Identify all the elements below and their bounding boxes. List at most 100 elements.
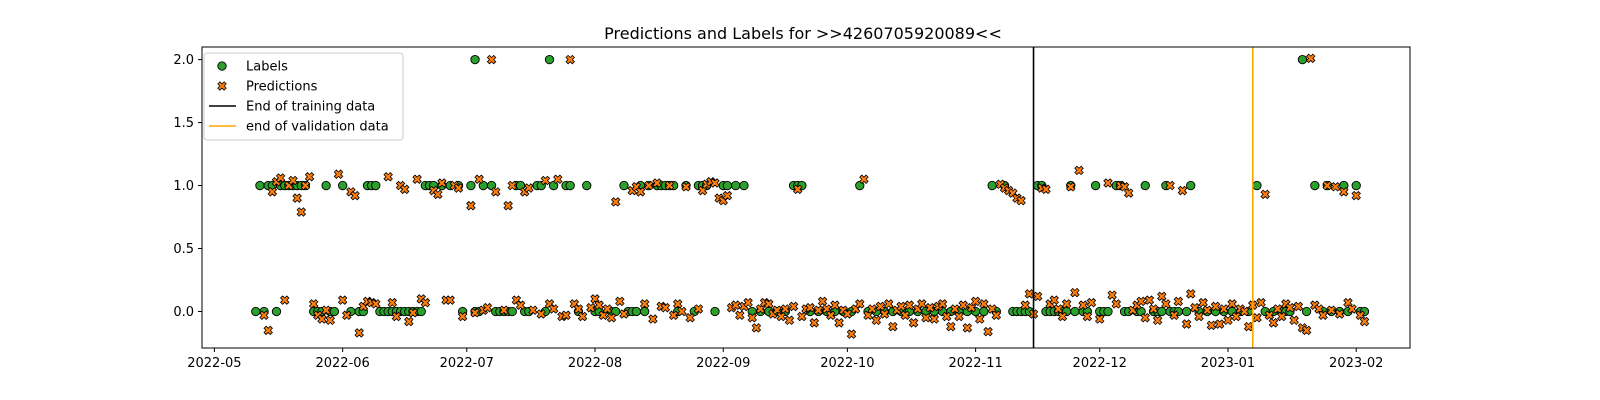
prediction-point xyxy=(1169,310,1179,321)
prediction-point xyxy=(412,174,422,185)
label-point xyxy=(466,180,476,191)
prediction-point xyxy=(743,297,753,308)
prediction-point xyxy=(490,187,501,197)
prediction-point xyxy=(693,304,704,314)
prediction-point xyxy=(1260,189,1270,200)
prediction-point xyxy=(1243,321,1254,332)
prediction-point xyxy=(300,180,311,191)
legend-predictions-marker xyxy=(217,81,227,91)
label-point xyxy=(987,180,997,191)
prediction-point xyxy=(370,299,381,309)
prediction-point xyxy=(946,321,956,332)
prediction-point xyxy=(1239,306,1250,317)
prediction-point xyxy=(950,304,960,314)
prediction-point xyxy=(267,187,278,197)
label-point xyxy=(1140,180,1150,191)
label-point xyxy=(619,180,629,191)
label-point xyxy=(640,306,650,317)
prediction-point xyxy=(1231,311,1242,322)
prediction-point xyxy=(830,300,840,310)
prediction-point xyxy=(1301,325,1312,336)
prediction-point xyxy=(383,171,393,182)
prediction-point xyxy=(619,309,629,319)
x-tick-label: 2022-06 xyxy=(315,356,369,371)
prediction-point xyxy=(1194,311,1204,322)
prediction-point xyxy=(259,310,269,321)
prediction-point xyxy=(1103,178,1113,188)
prediction-point xyxy=(1227,299,1237,309)
prediction-point xyxy=(1066,182,1076,192)
prediction-point xyxy=(1107,290,1117,300)
y-tick-label: 2.0 xyxy=(173,53,194,68)
label-point xyxy=(470,54,480,65)
prediction-point xyxy=(1206,320,1217,331)
prediction-point xyxy=(350,190,360,201)
prediction-point xyxy=(652,178,662,188)
prediction-point xyxy=(1086,297,1097,308)
prediction-point xyxy=(842,309,853,319)
prediction-point xyxy=(817,296,828,307)
prediction-point xyxy=(962,323,973,333)
prediction-point xyxy=(1078,300,1088,310)
prediction-point xyxy=(1016,195,1026,206)
prediction-point xyxy=(1148,304,1159,314)
prediction-point xyxy=(937,299,948,309)
prediction-point xyxy=(792,184,803,195)
prediction-point xyxy=(507,180,518,191)
prediction-point xyxy=(875,301,886,312)
prediction-point xyxy=(296,207,307,217)
y-tick-label: 1.5 xyxy=(173,116,194,131)
prediction-point xyxy=(565,54,575,65)
prediction-point xyxy=(553,174,563,185)
prediction-point xyxy=(1057,311,1068,322)
prediction-point xyxy=(809,318,820,328)
x-tick-label: 2022-09 xyxy=(696,356,750,371)
prediction-point xyxy=(561,310,571,321)
prediction-point xyxy=(797,311,807,322)
prediction-point xyxy=(1198,297,1208,308)
label-point xyxy=(255,180,265,191)
label-point xyxy=(271,306,282,317)
prediction-point xyxy=(1082,311,1093,322)
prediction-point xyxy=(453,183,464,193)
label-point xyxy=(251,306,261,317)
prediction-point xyxy=(482,302,493,313)
prediction-point xyxy=(1223,315,1233,326)
legend: Labels Predictions End of training data end… xyxy=(203,52,404,141)
label-point xyxy=(631,306,642,317)
prediction-point xyxy=(1359,316,1370,327)
prediction-point xyxy=(639,299,650,309)
prediction-point xyxy=(354,328,364,338)
prediction-point xyxy=(333,169,344,179)
prediction-point xyxy=(1252,313,1262,323)
prediction-point xyxy=(615,296,625,307)
prediction-point xyxy=(1202,305,1213,315)
prediction-point xyxy=(577,311,588,322)
label-point xyxy=(1252,180,1262,191)
label-point xyxy=(722,180,733,191)
prediction-point xyxy=(536,309,546,319)
prediction-point xyxy=(548,304,559,314)
prediction-point xyxy=(1140,313,1150,323)
prediction-point xyxy=(1330,182,1341,192)
prediction-point xyxy=(445,295,455,305)
legend-labels-marker xyxy=(217,61,227,71)
prediction-point xyxy=(859,174,869,185)
prediction-point xyxy=(730,300,741,310)
y-tick-label: 0.5 xyxy=(173,242,194,257)
prediction-point xyxy=(317,314,327,324)
label-point xyxy=(565,180,575,191)
prediction-point xyxy=(503,200,513,211)
prediction-point xyxy=(871,315,882,326)
x-tick-label: 2022-08 xyxy=(568,356,622,371)
prediction-point xyxy=(834,318,844,328)
prediction-point xyxy=(648,314,658,324)
x-tick-label: 2022-10 xyxy=(820,356,874,371)
prediction-point xyxy=(573,304,584,314)
prediction-point xyxy=(1070,287,1080,298)
prediction-point xyxy=(672,299,683,309)
prediction-point xyxy=(321,305,331,315)
prediction-point xyxy=(677,306,687,317)
prediction-point xyxy=(1339,187,1349,197)
